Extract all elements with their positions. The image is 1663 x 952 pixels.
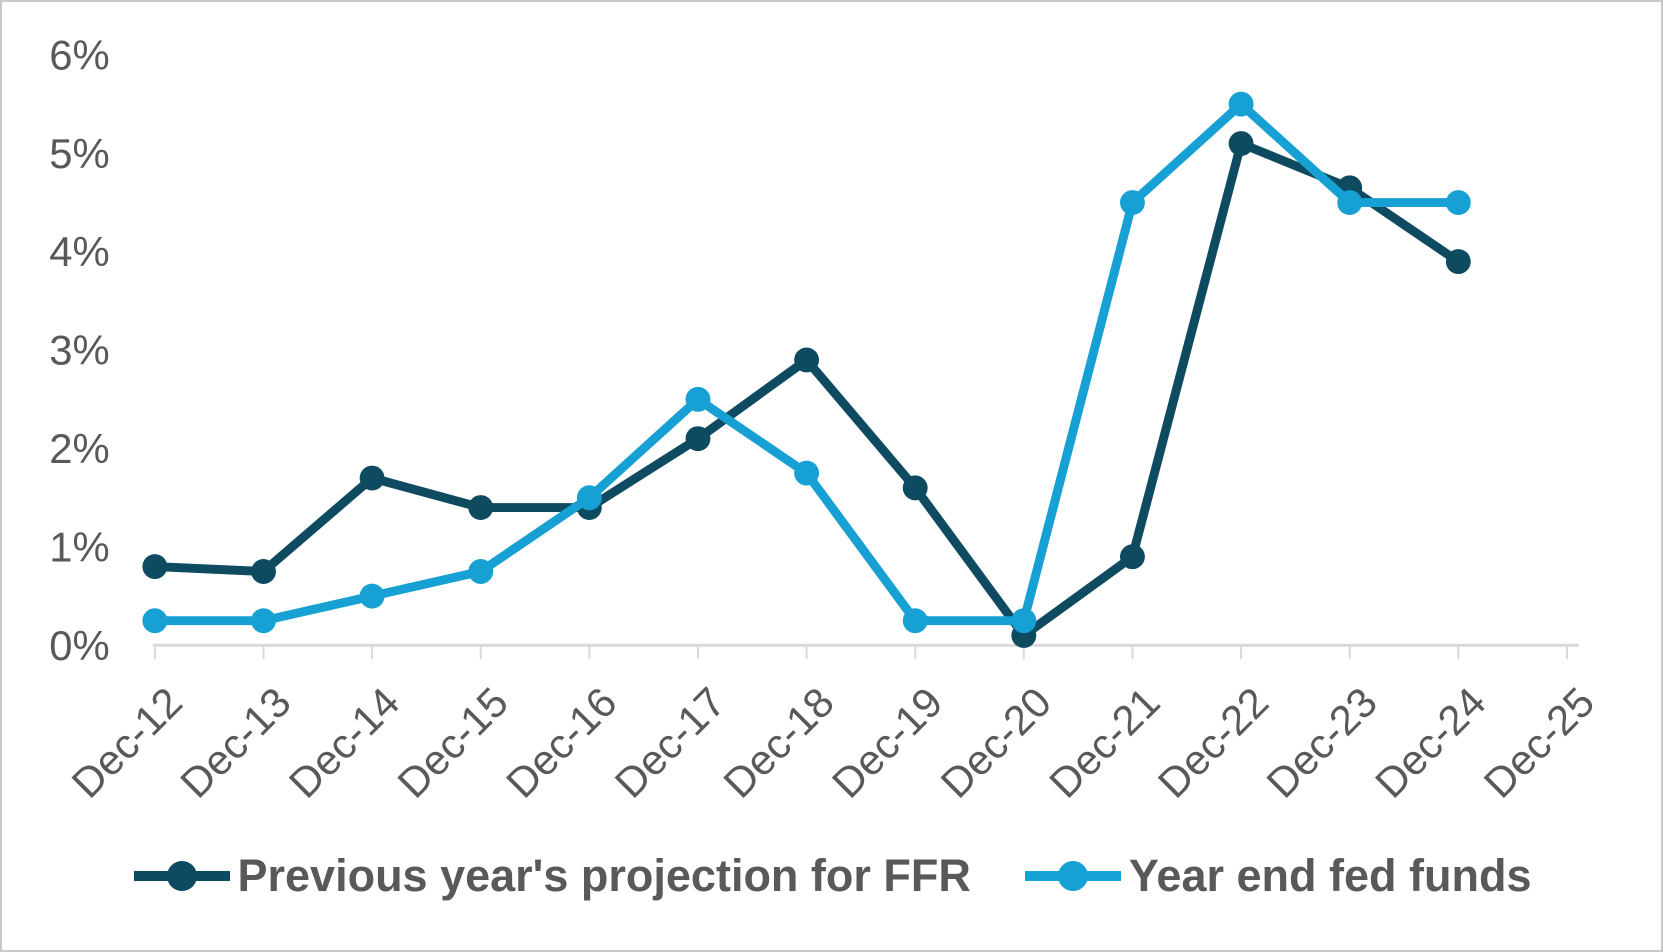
chart-legend: Previous year's projection for FFR Year … <box>2 853 1661 898</box>
x-axis-label: Dec-24 <box>1366 678 1495 807</box>
x-axis-label: Dec-18 <box>714 678 843 807</box>
series-0-data-point <box>1120 544 1145 570</box>
legend-marker-year-end-fed-funds-icon <box>1024 860 1121 891</box>
series-0-data-point <box>685 426 711 452</box>
series-0-data-point <box>468 495 494 520</box>
series-1-data-point <box>685 386 711 412</box>
series-1-data-point <box>468 559 494 584</box>
legend-marker-previous-projection-icon <box>133 860 230 891</box>
series-1-data-point <box>794 460 820 486</box>
legend-label-previous-projection: Previous year's projection for FFR <box>237 850 971 901</box>
series-0-data-point <box>359 465 385 491</box>
x-axis-label: Dec-14 <box>280 678 409 807</box>
x-axis-label: Dec-16 <box>497 678 626 807</box>
series-1-data-point <box>1337 190 1363 216</box>
series-0-data-point <box>142 554 168 580</box>
series-1-data-point <box>142 608 168 634</box>
x-axis-label: Dec-13 <box>171 678 300 807</box>
series-line-0 <box>154 137 1461 642</box>
series-1-data-point <box>1445 190 1471 216</box>
x-axis-label: Dec-17 <box>606 678 735 807</box>
x-axis-label: Dec-20 <box>932 678 1061 807</box>
series-1-data-point <box>251 608 276 634</box>
legend-item-previous-projection: Previous year's projection for FFR <box>132 853 971 898</box>
y-axis-label: 5% <box>49 130 109 177</box>
series-1-data-point <box>1228 91 1254 117</box>
series-0-data-point <box>1445 249 1471 275</box>
series-1-data-point <box>902 608 928 634</box>
x-axis-label: Dec-23 <box>1257 678 1386 807</box>
series-1-data-point <box>1120 190 1145 216</box>
x-axis-label: Dec-12 <box>63 678 192 807</box>
y-axis-label: 6% <box>49 31 109 78</box>
x-axis-label: Dec-21 <box>1040 678 1169 807</box>
x-axis-label: Dec-25 <box>1475 678 1604 807</box>
series-1-data-point <box>359 583 385 609</box>
legend-label-year-end-fed-funds: Year end fed funds <box>1128 850 1532 901</box>
x-axis-label: Dec-15 <box>388 678 517 807</box>
series-0-data-point <box>1228 131 1254 156</box>
series-1-data-point <box>576 485 602 511</box>
x-axis-label: Dec-22 <box>1149 678 1278 807</box>
legend-item-year-end-fed-funds: Year end fed funds <box>1023 850 1532 901</box>
y-axis-label: 3% <box>49 327 109 374</box>
series-0-data-point <box>794 347 820 373</box>
x-axis-label: Dec-19 <box>823 678 952 807</box>
series-1-data-point <box>1011 608 1037 634</box>
y-axis-label: 4% <box>49 228 109 275</box>
series-0-data-point <box>902 475 928 501</box>
series-0-data-point <box>251 559 276 584</box>
y-axis-label: 1% <box>49 523 109 570</box>
y-axis-label: 0% <box>49 622 109 669</box>
y-axis-label: 2% <box>49 425 109 472</box>
